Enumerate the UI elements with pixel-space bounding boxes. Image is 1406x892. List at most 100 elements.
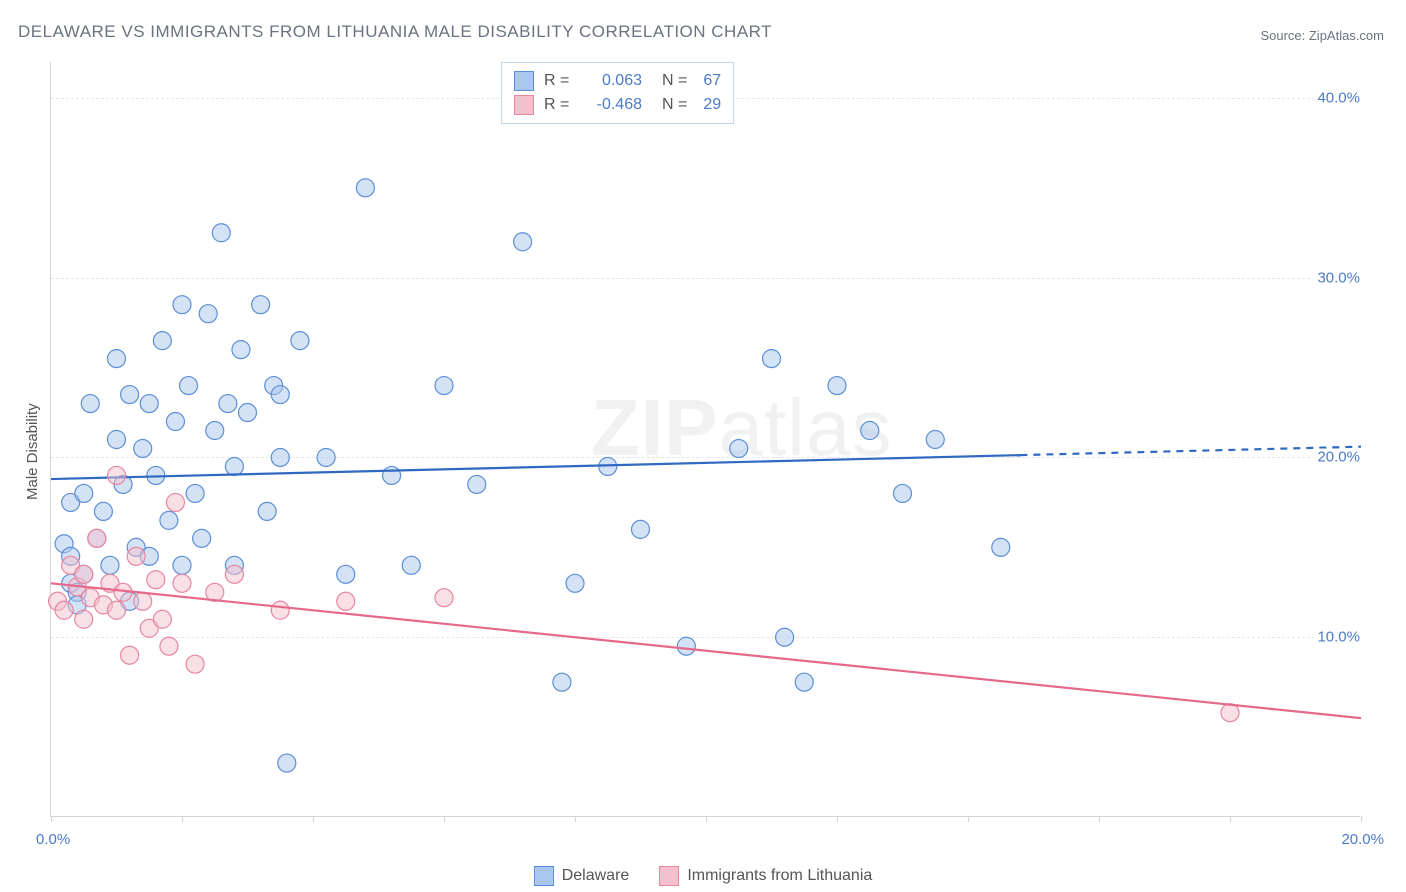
data-point <box>160 637 178 655</box>
data-point <box>94 502 112 520</box>
data-point <box>468 475 486 493</box>
x-tick <box>182 816 183 822</box>
data-point <box>730 439 748 457</box>
data-point <box>75 610 93 628</box>
data-point <box>435 589 453 607</box>
data-point <box>258 502 276 520</box>
data-point <box>219 395 237 413</box>
data-point <box>776 628 794 646</box>
data-point <box>173 574 191 592</box>
data-point <box>252 296 270 314</box>
data-point <box>166 413 184 431</box>
data-point <box>291 332 309 350</box>
data-point <box>160 511 178 529</box>
data-point <box>121 646 139 664</box>
x-axis-min: 0.0% <box>36 831 70 848</box>
data-point <box>795 673 813 691</box>
chart-title: DELAWARE VS IMMIGRANTS FROM LITHUANIA MA… <box>18 22 772 42</box>
chart-svg <box>51 62 1360 816</box>
legend-swatch-1 <box>514 71 534 91</box>
data-point <box>402 556 420 574</box>
y-axis-label: Male Disability <box>24 403 41 500</box>
x-tick <box>575 816 576 822</box>
data-point <box>134 439 152 457</box>
data-point <box>225 565 243 583</box>
x-tick <box>1361 816 1362 822</box>
data-point <box>232 341 250 359</box>
y-tick-label: 20.0% <box>1313 449 1364 466</box>
data-point <box>75 484 93 502</box>
legend-item-lithuania: Immigrants from Lithuania <box>659 866 872 886</box>
source-link[interactable]: ZipAtlas.com <box>1309 28 1384 43</box>
data-point <box>206 422 224 440</box>
data-point <box>147 571 165 589</box>
data-point <box>193 529 211 547</box>
source-prefix: Source: <box>1260 28 1308 43</box>
data-point <box>861 422 879 440</box>
data-point <box>271 448 289 466</box>
x-tick <box>1230 816 1231 822</box>
data-point <box>121 386 139 404</box>
r-label: R = <box>544 72 572 90</box>
plot-area: ZIPatlas R = 0.063 N = 67 R = -0.468 N =… <box>50 62 1360 817</box>
data-point <box>173 296 191 314</box>
data-point <box>435 377 453 395</box>
data-point <box>677 637 695 655</box>
data-point <box>828 377 846 395</box>
n-value-1: 67 <box>703 72 721 90</box>
x-tick <box>706 816 707 822</box>
data-point <box>108 350 126 368</box>
x-tick <box>1099 816 1100 822</box>
data-point <box>1221 704 1239 722</box>
data-point <box>271 601 289 619</box>
data-point <box>553 673 571 691</box>
n-value-2: 29 <box>703 96 721 114</box>
data-point <box>763 350 781 368</box>
x-tick <box>313 816 314 822</box>
x-tick <box>444 816 445 822</box>
data-point <box>514 233 532 251</box>
data-point <box>108 431 126 449</box>
data-point <box>317 448 335 466</box>
data-point <box>337 592 355 610</box>
data-point <box>180 377 198 395</box>
source-attribution: Source: ZipAtlas.com <box>1260 28 1384 43</box>
data-point <box>337 565 355 583</box>
legend-row-series-1: R = 0.063 N = 67 <box>514 69 721 93</box>
r-value-1: 0.063 <box>582 72 642 90</box>
data-point <box>173 556 191 574</box>
data-point <box>153 610 171 628</box>
data-point <box>212 224 230 242</box>
data-point <box>356 179 374 197</box>
r-label: R = <box>544 96 572 114</box>
data-point <box>894 484 912 502</box>
n-label: N = <box>662 72 687 90</box>
y-tick-label: 40.0% <box>1313 89 1364 106</box>
data-point <box>88 529 106 547</box>
data-point <box>225 457 243 475</box>
data-point <box>81 395 99 413</box>
legend-label-delaware: Delaware <box>562 867 630 885</box>
series-legend: Delaware Immigrants from Lithuania <box>0 866 1406 886</box>
data-point <box>926 431 944 449</box>
n-label: N = <box>662 96 687 114</box>
data-point <box>278 754 296 772</box>
data-point <box>992 538 1010 556</box>
data-point <box>140 395 158 413</box>
r-value-2: -0.468 <box>582 96 642 114</box>
data-point <box>632 520 650 538</box>
x-tick <box>968 816 969 822</box>
data-point <box>134 592 152 610</box>
legend-swatch-delaware <box>534 866 554 886</box>
trend-line <box>51 583 1361 718</box>
y-tick-label: 10.0% <box>1313 629 1364 646</box>
legend-label-lithuania: Immigrants from Lithuania <box>687 867 872 885</box>
legend-swatch-lithuania <box>659 866 679 886</box>
legend-swatch-2 <box>514 95 534 115</box>
x-tick <box>51 816 52 822</box>
data-point <box>271 386 289 404</box>
correlation-legend: R = 0.063 N = 67 R = -0.468 N = 29 <box>501 62 734 124</box>
data-point <box>127 547 145 565</box>
data-point <box>75 565 93 583</box>
legend-item-delaware: Delaware <box>534 866 630 886</box>
